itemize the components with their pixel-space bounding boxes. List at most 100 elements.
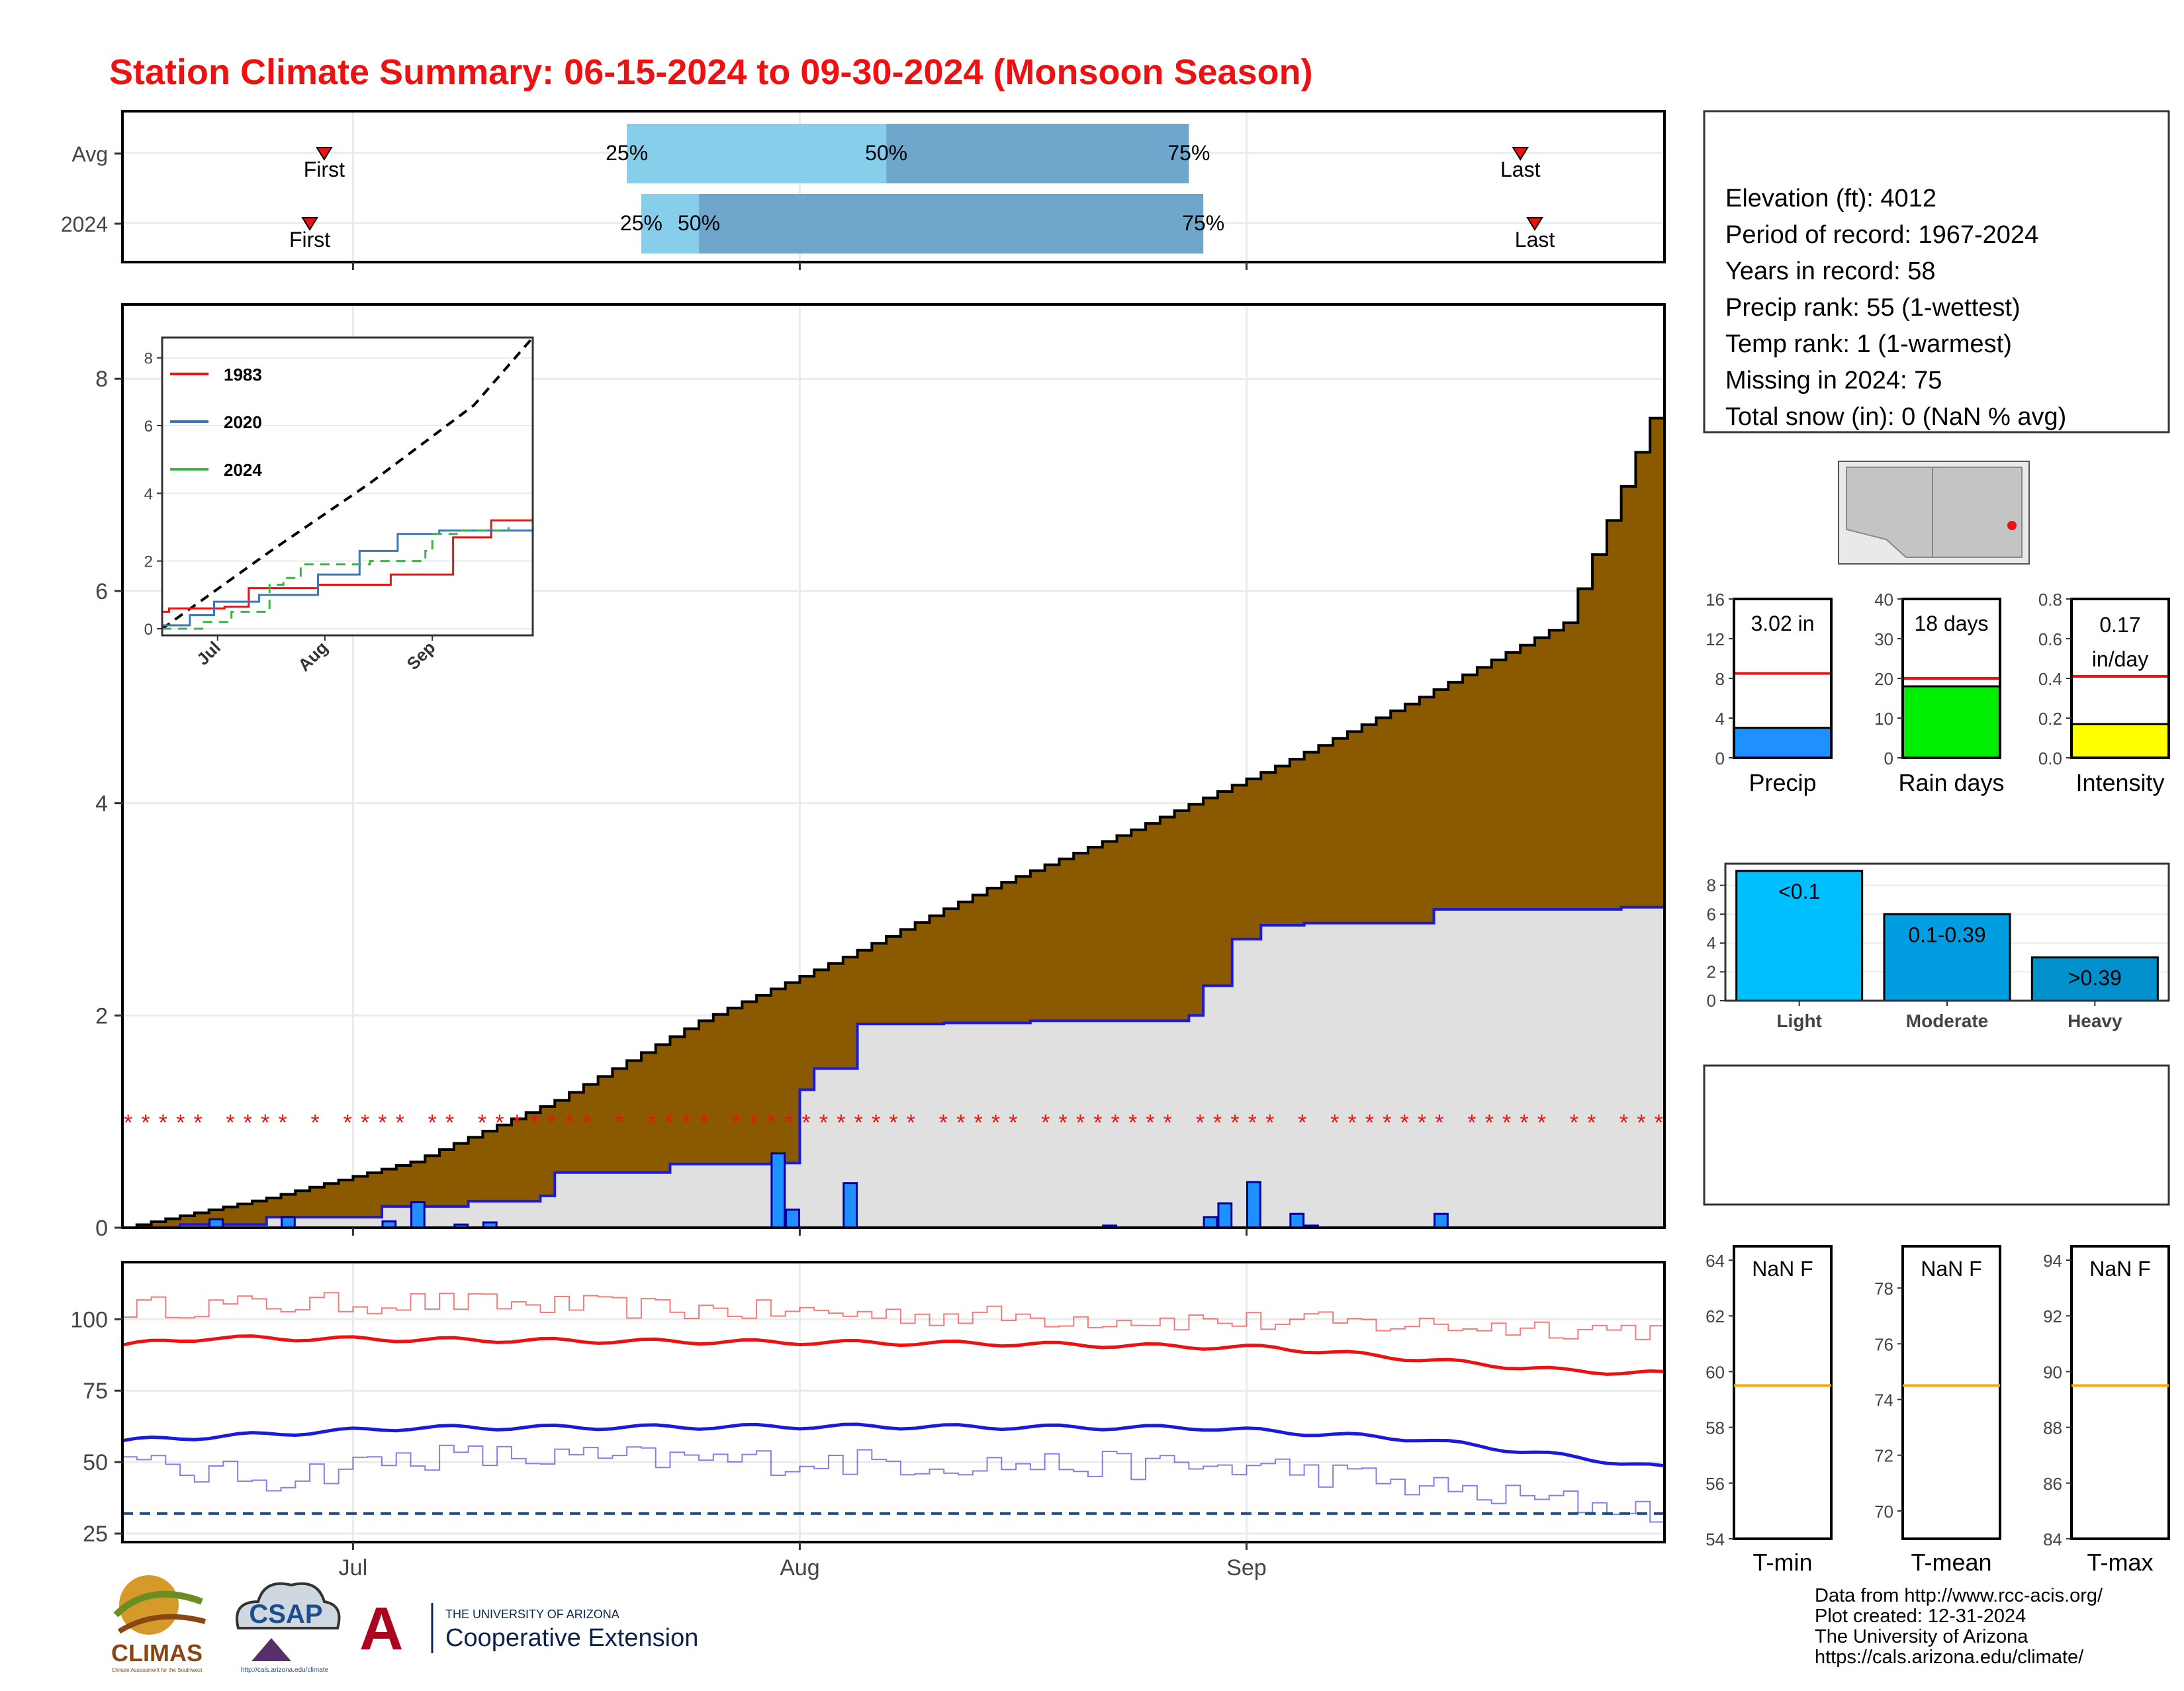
stat-tick-label: 4	[1715, 709, 1725, 729]
temp-x-tick-label: Jul	[339, 1555, 367, 1580]
tmax-record-line	[122, 1292, 1665, 1342]
timing-last-marker-label: Last	[1515, 228, 1555, 251]
timing-p25-label: 25%	[606, 141, 648, 165]
timing-bar-25-50	[627, 124, 887, 183]
ua-name: THE UNIVERSITY OF ARIZONA	[445, 1608, 619, 1621]
temp-stat-value: NaN F	[1752, 1257, 1813, 1281]
locator-map	[1838, 461, 2030, 565]
stat-tick-label: 0.8	[2038, 590, 2062, 610]
inset-y-tick-label: 8	[144, 350, 153, 368]
temp-stat-tick-label: 86	[2043, 1474, 2062, 1494]
credit-line: The University of Arizona	[1815, 1626, 2028, 1647]
timing-border	[121, 110, 1666, 263]
stat-bar	[1901, 685, 2001, 759]
timing-first-marker	[316, 147, 333, 161]
temp-stat-box	[1733, 1245, 1833, 1540]
stat-label: Intensity	[2075, 769, 2164, 796]
inset-bg	[162, 338, 533, 635]
station-line: Years in record: 58	[1725, 257, 1936, 285]
timing-first-marker-label: First	[289, 228, 330, 251]
daily-precip-bar	[785, 1209, 800, 1229]
temp-y-tick-label: 50	[83, 1450, 108, 1475]
legend-label: 2024	[224, 460, 262, 480]
credit-line: https://cals.arizona.edu/climate/	[1815, 1647, 2084, 1668]
stat-bar	[2070, 723, 2170, 759]
events-border	[1724, 862, 2170, 1002]
daily-precip-bar	[1289, 1212, 1305, 1229]
climas-sun-icon	[119, 1575, 179, 1635]
event-y-tick-label: 4	[1707, 933, 1716, 953]
event-category-label: Light	[1776, 1011, 1821, 1031]
timing-last-marker	[1512, 147, 1529, 161]
mountain-icon	[251, 1638, 291, 1661]
precip-plot-border	[121, 303, 1666, 1229]
temp-stat-tick-label: 56	[1706, 1474, 1725, 1494]
timing-last-marker-label: Last	[1500, 158, 1541, 181]
cumulative-2024-line	[122, 905, 1664, 1229]
stat-value: 18 days	[1914, 612, 1988, 635]
csap-url: http://cals.arizona.edu/climate	[241, 1667, 329, 1674]
stat-tick-label: 0	[1715, 749, 1725, 768]
temp-y-tick-label: 25	[83, 1522, 108, 1547]
temp-stat-label: T-mean	[1911, 1549, 1991, 1576]
temp-stat-tick-label: 78	[1874, 1279, 1893, 1299]
event-category-label: Moderate	[1906, 1011, 1988, 1031]
dry-spells	[1703, 1064, 2170, 1206]
stat-label: Precip	[1749, 769, 1816, 796]
temp-y-tick-label: 100	[70, 1307, 108, 1332]
stat-tick-label: 30	[1874, 629, 1893, 649]
daily-precip-bar	[1433, 1212, 1449, 1229]
stat-tick-label: 0.4	[2038, 669, 2062, 689]
temp-stat-tick-label: 72	[1874, 1446, 1893, 1466]
stat-tick-label: 0.0	[2038, 749, 2062, 768]
cumulative-2024-area	[122, 907, 1664, 1228]
ua-a-icon: A	[359, 1595, 403, 1661]
station-line: Temp rank: 1 (1-warmest)	[1725, 330, 2012, 358]
temp-stat-tick-label: 74	[1874, 1391, 1893, 1410]
ua-extension: Cooperative Extension	[445, 1624, 698, 1652]
inset-line-2020	[162, 529, 533, 627]
inset-y-tick-label: 6	[144, 418, 153, 435]
stat-tick-label: 0.6	[2038, 629, 2062, 649]
credit-line: Plot created: 12-31-2024	[1815, 1606, 2026, 1627]
temp-x-tick-label: Aug	[780, 1555, 820, 1580]
temp-stat-tick-label: 60	[1706, 1362, 1725, 1382]
state-shapes-icon	[1846, 467, 2023, 558]
timing-p50-label: 50%	[865, 141, 907, 165]
timing-last-marker	[1526, 217, 1543, 231]
station-info: Elevation (ft): 4012 Period of record: 19…	[1703, 110, 2170, 434]
event-y-tick-label: 8	[1707, 876, 1716, 895]
stat-tick-label: 40	[1874, 590, 1893, 610]
temp-stat-t-max: NaN F 84 86 88 90 92 94 T-max	[2043, 1245, 2170, 1576]
temp-plot-border	[121, 1261, 1666, 1543]
cloud-icon	[236, 1582, 341, 1629]
legend-label: 1983	[224, 365, 262, 385]
daily-precip-bar	[770, 1152, 786, 1229]
event-y-tick-label: 2	[1707, 962, 1716, 982]
stat-chart-rain-days: 18 days 0 10 20 30 40 Rain days	[1874, 590, 2004, 796]
inset-y-tick-label: 4	[144, 485, 153, 503]
event-bar-label: <0.1	[1778, 880, 1820, 903]
missing-data-markers: ***** **** * **** ** ******* * **** ****…	[124, 1110, 1663, 1135]
inset-avg-line	[161, 336, 534, 630]
inset-line-2024	[162, 527, 510, 630]
temp-stat-box	[2070, 1245, 2170, 1540]
csap-wordmark: CSAP	[249, 1600, 322, 1629]
temp-stat-box	[1901, 1245, 2001, 1540]
credit-line: Data from http://www.rcc-acis.org/	[1815, 1585, 2103, 1606]
stat-chart-intensity: 0.17 in/day 0.0 0.2 0.4 0.6 0.8 Intensity	[2038, 590, 2170, 796]
daily-precip-bar	[281, 1216, 296, 1229]
precip-events-chart: <0.1 Light 0.1-0.39 Moderate >0.39 Heavy 0 2 4 6 8	[1707, 862, 2170, 1031]
temp-stat-tick-label: 94	[2043, 1251, 2062, 1271]
event-y-tick-label: 0	[1707, 991, 1716, 1011]
stat-value: 3.02 in	[1751, 612, 1814, 635]
station-line: Period of record: 1967-2024	[1725, 221, 2038, 249]
timing-first-marker	[301, 217, 318, 231]
stat-value-line2: in/day	[2092, 647, 2148, 671]
station-info-box	[1703, 110, 2170, 434]
temp-stat-t-min: NaN F 54 56 58 60 62 64 T-min	[1706, 1245, 1833, 1576]
ua-extension-logo: A THE UNIVERSITY OF ARIZONA Cooperative …	[354, 1595, 738, 1663]
stat-tick-label: 10	[1874, 709, 1893, 729]
inset-y-tick-label: 0	[144, 621, 153, 639]
